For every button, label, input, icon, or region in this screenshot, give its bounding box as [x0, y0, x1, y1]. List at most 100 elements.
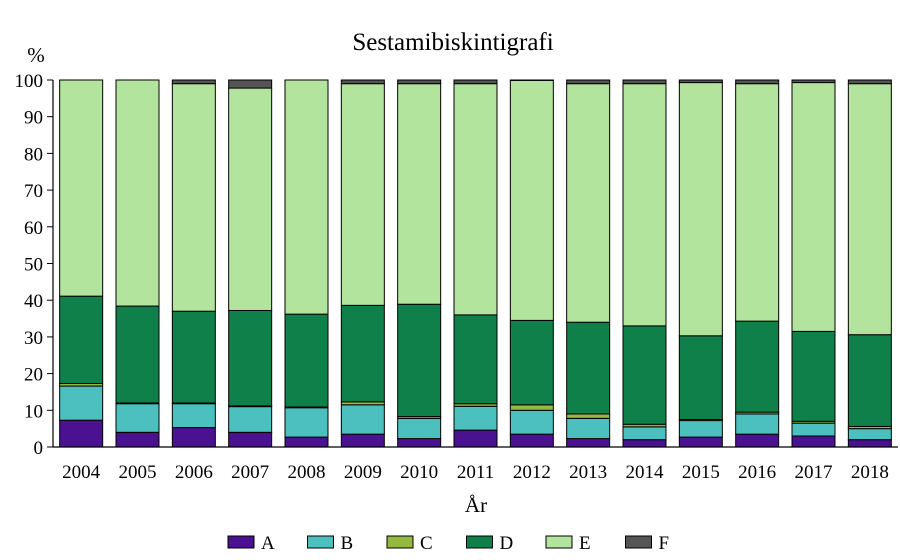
- legend-label-E: E: [579, 533, 591, 554]
- bar-segment-D-2006: [171, 310, 216, 404]
- bar-segment-F-2009: [340, 79, 385, 85]
- bar-segment-F-2006: [171, 79, 216, 85]
- bar-segment-B-2018: [847, 428, 892, 441]
- bar-segment-B-2008: [284, 407, 329, 438]
- bar-segment-D-2014: [622, 325, 667, 425]
- legend-swatch-E: [545, 535, 573, 549]
- bar-segment-E-2005: [115, 79, 160, 307]
- legend-swatch-C: [386, 535, 414, 549]
- bar-segment-A-2006: [171, 427, 216, 448]
- bar-segment-E-2017: [791, 82, 836, 332]
- bar-segment-B-2010: [397, 417, 442, 440]
- bar-segment-F-2014: [622, 79, 667, 85]
- bar-segment-D-2005: [115, 305, 160, 404]
- bar-segment-E-2009: [340, 83, 385, 306]
- bar-segment-D-2007: [228, 309, 273, 407]
- x-tick-label: 2014: [626, 462, 665, 483]
- bar-segment-B-2013: [566, 417, 611, 440]
- bar-segment-E-2008: [284, 79, 329, 315]
- bar-segment-D-2017: [791, 330, 836, 422]
- x-tick-label: 2013: [569, 462, 607, 483]
- y-tick-label: 40: [24, 291, 43, 312]
- x-axis-label: År: [465, 493, 487, 517]
- bar-segment-A-2011: [453, 429, 498, 448]
- x-tick-label: 2004: [62, 462, 101, 483]
- x-tick-label: 2018: [851, 462, 889, 483]
- bar-segment-D-2015: [678, 335, 723, 420]
- bar-segment-A-2012: [509, 433, 554, 448]
- bar-segment-E-2012: [509, 79, 554, 321]
- bar-segment-A-2010: [397, 438, 442, 448]
- y-tick-label: 100: [15, 71, 44, 92]
- bar-segment-D-2008: [284, 313, 329, 408]
- bar-segment-C-2012: [509, 404, 554, 411]
- y-axis: 0 10 20 30 40 50 60 70 80 90 100: [15, 71, 54, 459]
- bar-segment-A-2008: [284, 436, 329, 448]
- legend: A B C D E F: [227, 533, 669, 554]
- legend-label-A: A: [261, 533, 275, 554]
- bar-segment-A-2015: [678, 436, 723, 448]
- bar-segment-D-2012: [509, 319, 554, 406]
- bar-segment-F-2007: [228, 79, 273, 89]
- bar-segment-E-2018: [847, 83, 892, 336]
- chart-title: Sestamibiskintigrafi: [352, 29, 553, 56]
- bar-segment-F-2016: [735, 79, 780, 85]
- bar-segment-B-2011: [453, 405, 498, 431]
- x-tick-label: 2007: [231, 462, 269, 483]
- y-tick-label: 50: [24, 255, 43, 276]
- bar-segment-E-2014: [622, 83, 667, 327]
- legend-swatch-A: [227, 535, 255, 549]
- y-tick-label: 10: [24, 401, 43, 422]
- bar-segment-D-2004: [59, 295, 104, 385]
- bar-segment-F-2015: [678, 79, 723, 84]
- bar-segment-E-2013: [566, 83, 611, 323]
- bar-segment-B-2017: [791, 422, 836, 437]
- bar-segment-E-2011: [453, 83, 498, 316]
- bar-segment-D-2013: [566, 321, 611, 415]
- bar-segment-A-2017: [791, 435, 836, 448]
- x-tick-label: 2009: [344, 462, 382, 483]
- legend-label-B: B: [341, 533, 354, 554]
- bar-segment-B-2012: [509, 409, 554, 435]
- x-tick-label: 2016: [738, 462, 776, 483]
- bar-segment-E-2015: [678, 82, 723, 337]
- x-tick-label: 2006: [175, 462, 213, 483]
- bar-segment-B-2006: [171, 403, 216, 429]
- bar-segment-F-2013: [566, 79, 611, 85]
- bar-segment-E-2010: [397, 83, 442, 305]
- y-tick-label: 80: [24, 144, 43, 165]
- bar-segment-B-2007: [228, 406, 273, 433]
- bar-segment-E-2016: [735, 83, 780, 322]
- bar-segment-E-2007: [228, 87, 273, 311]
- y-tick-label: 20: [24, 365, 43, 386]
- bar-segment-A-2018: [847, 439, 892, 448]
- x-tick-label: 2017: [795, 462, 833, 483]
- y-axis-label: %: [27, 43, 45, 67]
- bar-segment-A-2014: [622, 439, 667, 448]
- bar-segment-C-2013: [566, 413, 611, 419]
- bar-segment-F-2010: [397, 79, 442, 85]
- x-axis: 2004 2005 2006 2007 2008 2009 2010 2011 2012 2013…: [53, 446, 898, 483]
- legend-label-C: C: [420, 533, 433, 554]
- bar-segment-D-2011: [453, 314, 498, 405]
- bar-segment-B-2015: [678, 420, 723, 438]
- bar-segment-F-2017: [791, 79, 836, 84]
- legend-swatch-F: [625, 535, 652, 549]
- bar-segment-B-2014: [622, 426, 667, 441]
- bar-segment-D-2010: [397, 303, 442, 418]
- plot-area: [59, 79, 892, 448]
- bar-segment-A-2016: [735, 433, 780, 448]
- y-tick-label: 90: [24, 108, 43, 129]
- legend-label-D: D: [500, 533, 514, 554]
- bar-segment-A-2005: [115, 431, 160, 448]
- x-tick-label: 2010: [400, 462, 438, 483]
- bar-segment-B-2009: [340, 404, 385, 435]
- bar-segment-E-2004: [59, 79, 104, 297]
- bar-segment-B-2004: [59, 385, 104, 421]
- bar-segment-A-2009: [340, 433, 385, 448]
- x-tick-label: 2005: [119, 462, 157, 483]
- bar-segment-D-2016: [735, 320, 780, 413]
- bar-segment-D-2009: [340, 304, 385, 403]
- bar-segment-B-2016: [735, 413, 780, 435]
